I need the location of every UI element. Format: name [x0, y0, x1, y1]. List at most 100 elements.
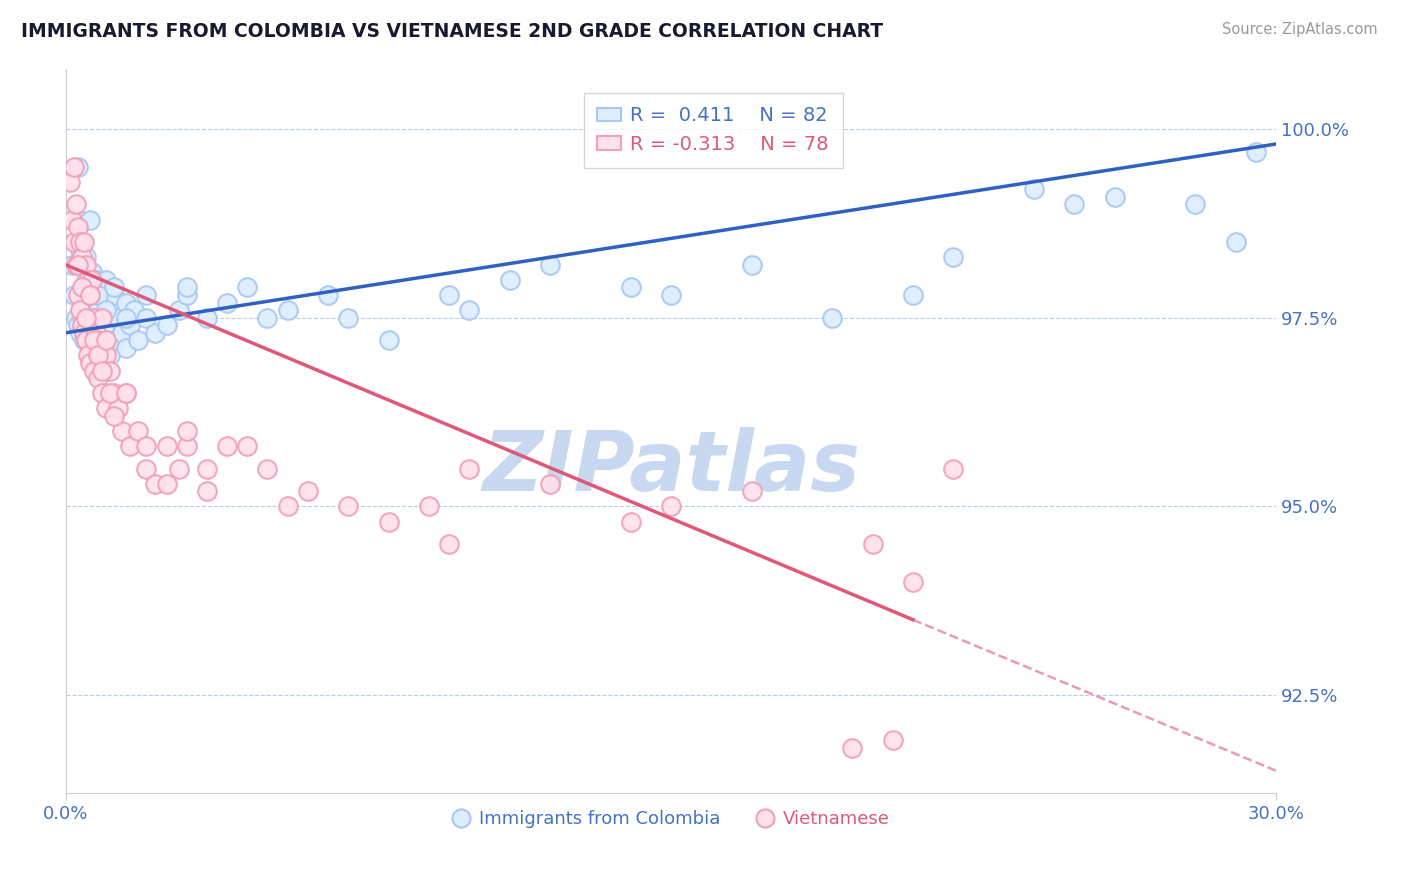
Point: [458, 303, 481, 318]
Point: [337, 310, 360, 325]
Point: [87, 334, 110, 348]
Point: [65, 235, 87, 249]
Text: Source: ZipAtlas.com: Source: ZipAtlas.com: [1222, 22, 1378, 37]
Point: [135, 439, 157, 453]
Point: [156, 476, 179, 491]
Point: [176, 439, 198, 453]
Point: [135, 288, 157, 302]
Point: [901, 574, 924, 589]
Point: [176, 424, 198, 438]
Point: [862, 537, 884, 551]
Point: [84, 273, 107, 287]
Point: [115, 295, 138, 310]
Point: [70, 280, 93, 294]
Point: [79, 310, 101, 325]
Point: [98, 348, 121, 362]
Point: [77, 295, 100, 310]
Point: [83, 310, 105, 325]
Point: [901, 288, 924, 302]
Point: [103, 409, 125, 423]
Point: [75, 258, 97, 272]
Legend: Immigrants from Colombia, Vietnamese: Immigrants from Colombia, Vietnamese: [444, 803, 897, 835]
Point: [135, 461, 157, 475]
Point: [256, 310, 278, 325]
Point: [89, 348, 111, 362]
Point: [111, 424, 134, 438]
Point: [66, 160, 89, 174]
Point: [882, 733, 904, 747]
Point: [195, 484, 218, 499]
Point: [91, 334, 114, 348]
Point: [69, 235, 91, 249]
Point: [59, 175, 82, 189]
Point: [619, 280, 641, 294]
Point: [79, 288, 101, 302]
Point: [63, 160, 86, 174]
Point: [120, 439, 142, 453]
Point: [1063, 197, 1085, 211]
Point: [127, 424, 149, 438]
Point: [176, 288, 198, 302]
Point: [1104, 190, 1126, 204]
Point: [195, 461, 218, 475]
Point: [167, 461, 190, 475]
Point: [94, 326, 117, 340]
Point: [236, 280, 259, 294]
Point: [418, 500, 440, 514]
Point: [217, 295, 239, 310]
Point: [84, 318, 107, 333]
Point: [297, 484, 319, 499]
Point: [120, 318, 142, 333]
Point: [66, 212, 89, 227]
Point: [80, 265, 103, 279]
Point: [124, 303, 146, 318]
Point: [115, 386, 138, 401]
Point: [83, 334, 105, 348]
Point: [156, 439, 179, 453]
Point: [98, 363, 121, 377]
Point: [75, 310, 97, 325]
Point: [79, 212, 101, 227]
Point: [89, 310, 111, 325]
Point: [73, 334, 96, 348]
Point: [256, 461, 278, 475]
Point: [75, 334, 97, 348]
Point: [942, 250, 965, 264]
Point: [156, 318, 179, 333]
Point: [741, 258, 763, 272]
Text: IMMIGRANTS FROM COLOMBIA VS VIETNAMESE 2ND GRADE CORRELATION CHART: IMMIGRANTS FROM COLOMBIA VS VIETNAMESE 2…: [21, 22, 883, 41]
Point: [107, 310, 129, 325]
Point: [83, 363, 105, 377]
Point: [143, 326, 166, 340]
Point: [69, 303, 91, 318]
Point: [70, 258, 93, 272]
Point: [1225, 235, 1247, 249]
Point: [538, 476, 561, 491]
Point: [83, 303, 105, 318]
Point: [91, 386, 114, 401]
Point: [498, 273, 520, 287]
Point: [94, 401, 117, 416]
Point: [87, 295, 110, 310]
Point: [167, 303, 190, 318]
Point: [65, 197, 87, 211]
Point: [135, 310, 157, 325]
Point: [115, 341, 138, 355]
Point: [75, 326, 97, 340]
Point: [65, 258, 87, 272]
Point: [70, 235, 93, 249]
Point: [195, 310, 218, 325]
Point: [103, 288, 125, 302]
Point: [79, 356, 101, 370]
Point: [87, 288, 110, 302]
Point: [87, 341, 110, 355]
Point: [77, 348, 100, 362]
Point: [107, 401, 129, 416]
Point: [98, 303, 121, 318]
Point: [538, 258, 561, 272]
Point: [79, 280, 101, 294]
Point: [103, 334, 125, 348]
Point: [821, 310, 844, 325]
Point: [60, 212, 83, 227]
Point: [841, 741, 863, 756]
